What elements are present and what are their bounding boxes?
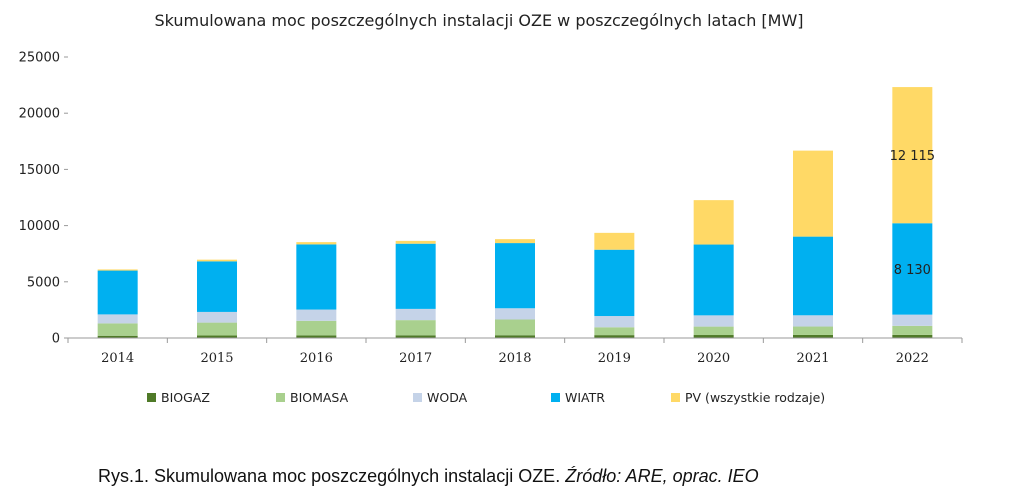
bar-woda-2017 xyxy=(395,308,436,321)
caption-source: Źródło: ARE, oprac. IEO xyxy=(565,466,759,486)
bar-wiatr-2016 xyxy=(296,244,337,310)
legend-label-pv-wszystkie-rodzaje: PV (wszystkie rodzaje) xyxy=(685,390,825,405)
bar-wiatr-2017 xyxy=(395,243,436,309)
legend: BIOGAZ BIOMASA WODA WIATR PV (wszystkie rodz… xyxy=(147,390,825,405)
data-label-pv-wszystkie-rodzaje-2022: 12 115 xyxy=(890,149,936,164)
bar-woda-2015 xyxy=(197,311,237,323)
legend-label-biogaz: BIOGAZ xyxy=(161,390,210,405)
bar-biogaz-2016 xyxy=(296,335,337,338)
x-tick-label: 2022 xyxy=(896,351,929,366)
bar-woda-2014 xyxy=(97,314,138,324)
data-labels: 12 115 8 130 xyxy=(890,149,936,278)
bar-pv-wszystkie-rodzaje-2014 xyxy=(97,269,138,271)
bar-biogaz-2017 xyxy=(395,335,436,338)
bar-biogaz-2014 xyxy=(97,335,138,338)
bar-pv-wszystkie-rodzaje-2015 xyxy=(197,259,237,262)
bar-biomasa-2021 xyxy=(793,326,833,335)
bar-pv-wszystkie-rodzaje-2021 xyxy=(793,150,833,237)
bar-pv-wszystkie-rodzaje-2022 xyxy=(892,87,933,224)
bar-woda-2019 xyxy=(594,316,635,328)
bar-pv-wszystkie-rodzaje-2020 xyxy=(693,200,734,245)
bar-pv-wszystkie-rodzaje-2016 xyxy=(296,242,337,245)
bar-biomasa-2022 xyxy=(892,325,933,335)
stacked-bar-chart: Skumulowana moc poszczególnych instalacj… xyxy=(19,11,963,405)
bar-wiatr-2014 xyxy=(97,270,138,315)
legend-label-biomasa: BIOMASA xyxy=(290,390,349,405)
bar-wiatr-2015 xyxy=(197,261,237,312)
legend-swatch-woda xyxy=(413,393,422,402)
x-tick-label: 2017 xyxy=(399,351,432,366)
bars xyxy=(97,87,933,338)
bar-biogaz-2018 xyxy=(495,335,535,338)
x-tick-label: 2021 xyxy=(796,351,829,366)
y-tick-label: 20000 xyxy=(19,107,60,122)
y-tick-label: 15000 xyxy=(19,163,60,178)
caption-main: Rys.1. Skumulowana moc poszczególnych in… xyxy=(98,466,566,486)
bar-biomasa-2015 xyxy=(197,322,237,336)
bar-biomasa-2016 xyxy=(296,320,337,336)
legend-swatch-biogaz xyxy=(147,393,156,402)
bar-biomasa-2014 xyxy=(97,323,138,336)
bar-woda-2022 xyxy=(892,314,933,326)
bar-biogaz-2019 xyxy=(594,335,635,338)
bar-woda-2021 xyxy=(793,315,833,327)
data-label-wiatr-2022: 8 130 xyxy=(894,263,931,278)
bar-biogaz-2022 xyxy=(892,334,933,338)
chart-title: Skumulowana moc poszczególnych instalacj… xyxy=(154,11,803,30)
x-tick-label: 2019 xyxy=(598,351,631,366)
legend-swatch-pv-wszystkie-rodzaje xyxy=(671,393,680,402)
figure-caption: Rys.1. Skumulowana moc poszczególnych in… xyxy=(98,466,759,487)
x-tick-label: 2016 xyxy=(300,351,333,366)
legend-swatch-biomasa xyxy=(276,393,285,402)
x-tick-label: 2020 xyxy=(697,351,730,366)
bar-biomasa-2018 xyxy=(495,319,535,336)
bar-biomasa-2019 xyxy=(594,327,635,336)
bar-wiatr-2021 xyxy=(793,236,833,316)
x-tick-label: 2015 xyxy=(200,351,233,366)
bar-biogaz-2020 xyxy=(693,335,734,338)
y-axis: 0 5000 10000 15000 20000 25000 xyxy=(19,51,68,347)
bar-woda-2018 xyxy=(495,308,535,320)
y-tick-label: 5000 xyxy=(27,275,60,290)
bar-pv-wszystkie-rodzaje-2019 xyxy=(594,232,635,250)
bar-wiatr-2018 xyxy=(495,243,535,309)
bar-biomasa-2017 xyxy=(395,320,436,336)
y-tick-label: 0 xyxy=(52,332,60,347)
bar-biogaz-2021 xyxy=(793,334,833,338)
x-tick-label: 2014 xyxy=(101,351,134,366)
bar-pv-wszystkie-rodzaje-2017 xyxy=(395,240,436,244)
x-axis: 2014 2015 2016 2017 2018 2019 2020 2021 2022 xyxy=(67,337,963,366)
bar-biogaz-2015 xyxy=(197,335,237,338)
bar-wiatr-2022 xyxy=(892,223,933,315)
legend-label-woda: WODA xyxy=(427,390,468,405)
bar-wiatr-2020 xyxy=(693,244,734,316)
bar-woda-2016 xyxy=(296,309,337,321)
y-tick-label: 25000 xyxy=(19,51,60,66)
y-tick-label: 10000 xyxy=(19,219,60,234)
legend-swatch-wiatr xyxy=(551,393,560,402)
legend-label-wiatr: WIATR xyxy=(565,390,605,405)
bar-woda-2020 xyxy=(693,315,734,327)
bar-biomasa-2020 xyxy=(693,326,734,336)
bar-wiatr-2019 xyxy=(594,249,635,317)
x-tick-label: 2018 xyxy=(498,351,531,366)
bar-pv-wszystkie-rodzaje-2018 xyxy=(495,239,535,244)
